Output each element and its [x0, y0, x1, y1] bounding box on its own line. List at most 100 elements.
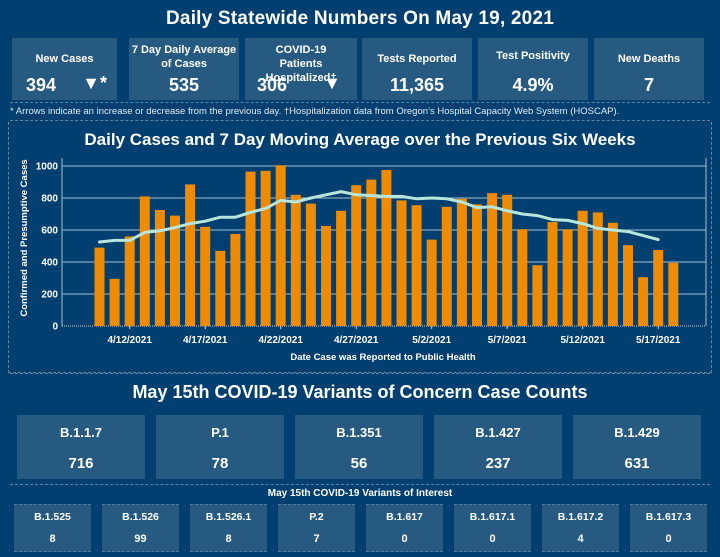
- variant-of-interest-card[interactable]: B.1.525 8: [14, 504, 91, 552]
- kpi-row: New Cases 394 ▼* 7 Day Daily Average of …: [12, 38, 712, 100]
- kpi-value: 306: [257, 75, 288, 95]
- daily-cases-bar[interactable]: [154, 210, 165, 326]
- daily-cases-bar[interactable]: [411, 205, 422, 326]
- variant-count: 0: [665, 533, 672, 545]
- variant-of-concern-card[interactable]: B.1.427 237: [434, 415, 562, 479]
- y-tick-label: 800: [41, 194, 58, 205]
- variant-name: B.1.526: [122, 511, 159, 523]
- kpi-label: Tests Reported: [377, 53, 457, 65]
- kpi-label: Test Positivity: [496, 50, 570, 62]
- variant-of-interest-card[interactable]: B.1.617.1 0: [454, 504, 531, 552]
- variant-name: B.1.617: [386, 511, 423, 523]
- variant-of-interest-card[interactable]: B.1.617 0: [366, 504, 443, 552]
- variant-count: 0: [401, 533, 408, 545]
- kpi-value: 4.9%: [512, 75, 554, 95]
- variant-count: 8: [49, 533, 56, 545]
- variant-of-concern-card[interactable]: B.1.351 56: [295, 415, 423, 479]
- variant-name: B.1.1.7: [60, 425, 102, 440]
- variant-of-interest-card[interactable]: P.2 7: [278, 504, 355, 552]
- daily-cases-bar[interactable]: [336, 210, 347, 326]
- daily-cases-bar[interactable]: [592, 212, 603, 326]
- y-axis-label: Confirmed and Presumptive Cases: [19, 159, 30, 316]
- daily-cases-bar[interactable]: [305, 203, 316, 326]
- kpi-new-cases[interactable]: New Cases 394 ▼*: [12, 38, 117, 100]
- variant-name: B.1.617.3: [645, 511, 692, 523]
- daily-cases-bar[interactable]: [638, 277, 649, 326]
- daily-cases-bar[interactable]: [472, 204, 482, 326]
- variant-name: B.1.429: [614, 425, 660, 440]
- kpi-value: 535: [168, 75, 200, 95]
- daily-cases-bar[interactable]: [607, 222, 618, 326]
- variant-of-concern-card[interactable]: B.1.429 631: [573, 415, 701, 479]
- daily-cases-bar[interactable]: [215, 250, 226, 326]
- daily-cases-bar[interactable]: [396, 200, 407, 326]
- x-tick-label: 4/17/2021: [183, 335, 228, 346]
- variant-count: 4: [577, 533, 584, 545]
- axes: 0 200 400 600 800 1000 4/12/2021 4/17/2021 4/22/…: [36, 158, 707, 346]
- daily-cases-bar[interactable]: [668, 262, 679, 326]
- kpi-value: 394: [26, 75, 57, 95]
- variant-of-interest-card[interactable]: B.1.617.2 4: [542, 504, 619, 552]
- daily-cases-bar[interactable]: [456, 198, 467, 326]
- daily-cases-bar[interactable]: [381, 170, 392, 326]
- daily-cases-bar[interactable]: [517, 229, 528, 326]
- daily-cases-bar[interactable]: [275, 165, 286, 326]
- variant-count: 716: [68, 455, 94, 472]
- kpi-label: 7 Day Daily Average of Cases: [131, 44, 237, 70]
- daily-cases-bar[interactable]: [321, 226, 331, 326]
- daily-cases-bar[interactable]: [532, 265, 543, 326]
- daily-cases-bar[interactable]: [260, 170, 271, 326]
- kpi-value: 11,365: [389, 75, 445, 95]
- x-tick-label: 4/22/2021: [258, 335, 303, 346]
- x-tick-label: 4/12/2021: [107, 335, 152, 346]
- daily-cases-bar[interactable]: [139, 196, 150, 326]
- daily-cases-bar[interactable]: [547, 222, 558, 326]
- daily-cases-bar[interactable]: [487, 193, 498, 326]
- down-arrow-icon: ▼*: [82, 73, 107, 93]
- daily-cases-bar[interactable]: [185, 184, 196, 326]
- daily-cases-bar[interactable]: [562, 229, 573, 326]
- daily-cases-bar[interactable]: [170, 215, 180, 326]
- kpi-test-positivity[interactable]: Test Positivity 4.9%: [478, 38, 588, 100]
- daily-cases-bar[interactable]: [441, 206, 452, 326]
- kpi-hospitalized[interactable]: COVID-19 Patients Hospitalized† 306 ▼: [245, 38, 357, 100]
- daily-cases-bar[interactable]: [230, 234, 241, 326]
- daily-cases-bar[interactable]: [426, 239, 437, 326]
- daily-cases-bar[interactable]: [577, 210, 588, 326]
- variant-name: P.1: [211, 425, 229, 440]
- daily-cases-bar[interactable]: [366, 179, 377, 326]
- daily-cases-bar[interactable]: [124, 236, 135, 326]
- moving-average-series[interactable]: [98, 190, 660, 244]
- daily-cases-bar[interactable]: [290, 194, 301, 326]
- variant-of-interest-card[interactable]: B.1.617.3 0: [630, 504, 707, 552]
- variant-name: B.1.617.1: [469, 511, 516, 523]
- bars: [94, 165, 679, 326]
- daily-cases-bar[interactable]: [245, 171, 256, 326]
- x-axis-label: Date Case was Reported to Public Health: [290, 352, 475, 363]
- variant-of-concern-card[interactable]: P.1 78: [156, 415, 284, 479]
- daily-cases-bar[interactable]: [109, 278, 120, 326]
- variant-count: 8: [225, 533, 232, 545]
- daily-cases-bar[interactable]: [653, 250, 664, 326]
- variant-name: B.1.351: [336, 425, 382, 440]
- variant-of-concern-card[interactable]: B.1.1.7 716: [17, 415, 145, 479]
- y-tick-label: 200: [41, 290, 58, 301]
- kpi-new-deaths[interactable]: New Deaths 7: [594, 38, 704, 100]
- kpi-7day-average[interactable]: 7 Day Daily Average of Cases 535: [129, 38, 239, 100]
- variant-of-interest-card[interactable]: B.1.526.1 8: [190, 504, 267, 552]
- variant-of-interest-card[interactable]: B.1.526 99: [102, 504, 179, 552]
- variants-of-concern-title: May 15th COVID-19 Variants of Concern Ca…: [132, 382, 588, 402]
- down-arrow-icon: ▼: [323, 73, 341, 93]
- kpi-tests-reported[interactable]: Tests Reported 11,365: [362, 38, 472, 100]
- x-tick-label: 5/2/2021: [412, 335, 451, 346]
- daily-cases-bar[interactable]: [200, 226, 211, 326]
- daily-cases-bar[interactable]: [502, 194, 513, 326]
- daily-cases-bar[interactable]: [94, 247, 105, 326]
- cases-chart[interactable]: 0 200 400 600 800 1000 4/12/2021 4/17/2021 4/22/…: [0, 150, 720, 370]
- daily-cases-bar[interactable]: [351, 185, 362, 326]
- x-tick-label: 5/7/2021: [488, 335, 527, 346]
- x-tick-label: 5/12/2021: [560, 335, 605, 346]
- divider: [10, 102, 710, 103]
- chart-title: Daily Cases and 7 Day Moving Average ove…: [84, 130, 636, 149]
- daily-cases-bar[interactable]: [623, 245, 633, 326]
